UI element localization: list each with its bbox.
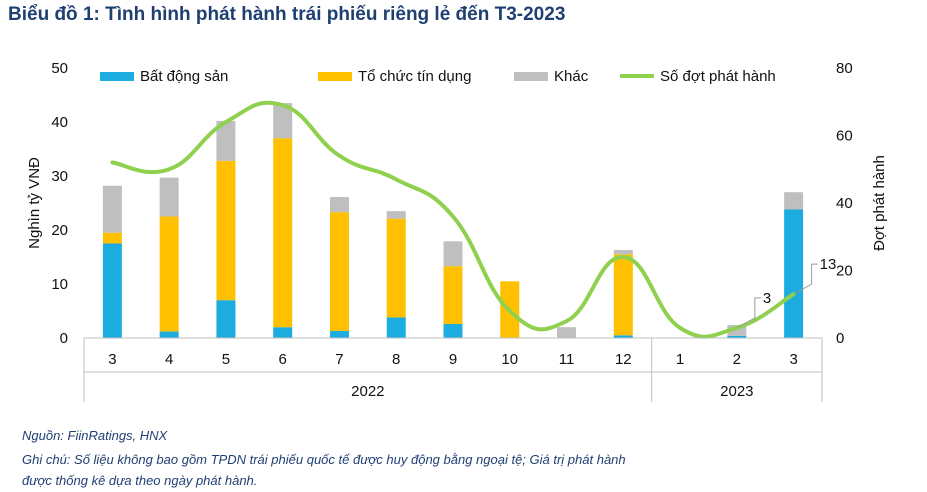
source-note: Nguồn: FiinRatings, HNX (22, 428, 168, 443)
bar-real-estate (613, 335, 633, 338)
legend-swatch-other (514, 72, 548, 81)
note-line-2: được thống kê dựa theo ngày phát hành. (22, 473, 258, 488)
annotation-label: 3 (763, 290, 771, 307)
bar-real-estate (386, 317, 406, 338)
y-axis-title: Nghìn tỷ VNĐ (26, 157, 43, 249)
bar-real-estate (102, 243, 122, 338)
bar-credit (443, 266, 463, 324)
bars (102, 103, 804, 338)
bar-other (216, 120, 236, 161)
x-tick-label: 12 (615, 351, 632, 368)
bar-credit (273, 138, 293, 328)
bar-credit (216, 160, 236, 301)
x-tick-label: 2 (733, 351, 741, 368)
x-tick-label: 1 (676, 351, 684, 368)
bar-real-estate (273, 327, 293, 338)
annotation-leader (736, 297, 761, 329)
y-tick-label: 40 (51, 114, 68, 131)
y2-tick-label: 80 (836, 60, 853, 77)
bar-other (329, 197, 349, 213)
legend-label: Số đợt phát hành (660, 68, 776, 85)
y2-tick-label: 20 (836, 263, 853, 280)
bar-real-estate (727, 335, 747, 338)
x-tick-label: 5 (222, 351, 230, 368)
bar-other (159, 177, 179, 217)
legend: Bất động sản Tổ chức tín dụng Khác Số đợt p… (100, 68, 776, 85)
x-tick-label: 4 (165, 351, 173, 368)
bar-real-estate (784, 209, 804, 338)
bar-credit (613, 254, 633, 336)
bar-other (727, 325, 747, 336)
bar-credit (386, 218, 406, 318)
x-tick-label: 3 (789, 351, 797, 368)
x-tick-label: 3 (108, 351, 116, 368)
note-line-1: Ghi chú: Số liệu không bao gồm TPDN trái… (22, 452, 626, 467)
bar-other (784, 192, 804, 210)
chart-title: Biểu đồ 1: Tình hình phát hành trái phiế… (8, 4, 566, 25)
bar-other (273, 103, 293, 139)
y2-tick-label: 40 (836, 195, 853, 212)
y-tick-label: 50 (51, 60, 68, 77)
legend-label: Tổ chức tín dụng (358, 68, 471, 85)
bar-credit (102, 232, 122, 244)
bar-real-estate (159, 331, 179, 338)
y-tick-label: 0 (60, 330, 68, 347)
bar-other (613, 249, 633, 255)
annotation-leader (793, 263, 818, 295)
x-tick-label: 7 (335, 351, 343, 368)
legend-swatch-real-estate (100, 72, 134, 81)
y-tick-label: 10 (51, 276, 68, 293)
x-tick-label: 6 (279, 351, 287, 368)
legend-label: Khác (554, 68, 589, 85)
x-year-label: 2023 (720, 383, 753, 400)
bar-real-estate (329, 330, 349, 338)
annotation-label: 13 (820, 256, 837, 273)
bar-credit (329, 212, 349, 331)
bar-other (386, 211, 406, 219)
bar-real-estate (216, 300, 236, 338)
bar-other (443, 241, 463, 267)
bar-other (557, 327, 577, 338)
x-tick-label: 11 (559, 351, 575, 368)
issuance-count-line (110, 100, 796, 339)
bar-other (102, 185, 122, 233)
y2-tick-label: 60 (836, 128, 853, 145)
x-tick-label: 10 (501, 351, 518, 368)
bar-real-estate (443, 323, 463, 338)
bar-credit (159, 216, 179, 332)
x-year-label: 2022 (351, 383, 384, 400)
line-annotations: 3 13 (736, 256, 837, 329)
y2-axis-title: Đợt phát hành (871, 155, 888, 251)
y-tick-label: 20 (51, 222, 68, 239)
legend-swatch-credit (318, 72, 352, 81)
y-tick-label: 30 (51, 168, 68, 185)
y2-tick-label: 0 (836, 330, 844, 347)
legend-label: Bất động sản (140, 68, 228, 85)
x-tick-label: 8 (392, 351, 400, 368)
x-tick-label: 9 (449, 351, 457, 368)
